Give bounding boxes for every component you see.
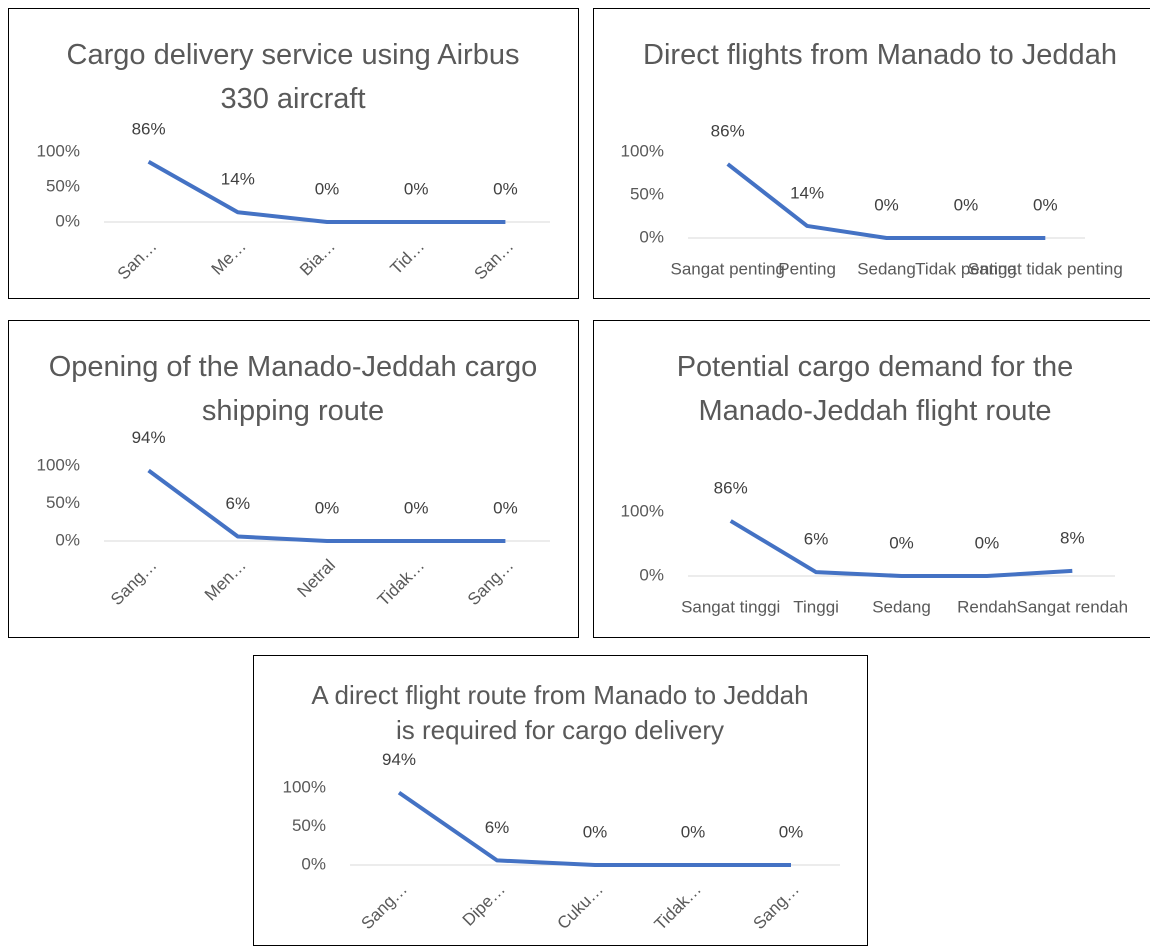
line (729, 519, 1073, 578)
chart-title: A direct flight route from Manado to Jed… (311, 680, 809, 745)
x-tick-label: Sangat rendah (1017, 597, 1129, 616)
data-label: 86% (711, 122, 745, 141)
y-tick-label: 0% (639, 565, 664, 584)
data-label: 6% (485, 818, 510, 837)
x-tick-label: Tinggi (793, 597, 839, 616)
y-tick-label: 100% (37, 141, 80, 160)
data-label: 14% (790, 183, 824, 202)
data-label: 86% (132, 119, 166, 138)
x-tick-label: Sangat penting (671, 259, 785, 278)
data-label: 14% (221, 170, 255, 189)
chart-title: Potential cargo demand for the Manado-Je… (676, 351, 1074, 427)
data-label: 0% (874, 195, 899, 214)
y-tick-label: 0% (55, 530, 80, 549)
x-tick-label: Sangat tidak penting (968, 259, 1123, 278)
y-tick-label: 100% (283, 777, 326, 796)
data-label: 94% (382, 750, 416, 769)
data-label: 94% (132, 428, 166, 447)
chart-title: Cargo delivery service using Airbus 330 … (66, 39, 520, 115)
x-tick-label: San… (471, 237, 518, 284)
x-tick-label: Rendah (957, 597, 1017, 616)
x-tick-label: Me… (208, 237, 250, 279)
y-tick-label: 0% (301, 854, 326, 873)
data-label: 6% (226, 494, 251, 513)
x-tick-label: Tid… (386, 237, 428, 279)
data-label: 0% (954, 195, 979, 214)
chart-title: Opening of the Manado-Jeddah cargo shipp… (48, 351, 538, 427)
data-label: 0% (975, 533, 1000, 552)
data-label: 8% (1060, 528, 1085, 547)
x-tick-label: Dipe… (459, 880, 509, 930)
line (397, 790, 791, 867)
x-tick-label: Sedang (857, 259, 916, 278)
chart-border (8, 8, 579, 299)
chart-title: Direct flights from Manado to Jeddah (643, 39, 1117, 71)
data-label: 0% (315, 179, 340, 198)
x-tick-label: Sedang (872, 597, 931, 616)
x-tick-label: Sangat tinggi (681, 597, 780, 616)
x-tick-label: Bia… (296, 237, 339, 280)
line (147, 160, 506, 224)
y-tick-label: 0% (55, 211, 80, 230)
x-tick-label: Cuku… (553, 880, 607, 934)
y-tick-label: 0% (639, 227, 664, 246)
x-tick-label: Sang… (107, 556, 161, 610)
data-label: 86% (714, 478, 748, 497)
x-tick-label: Sang… (464, 556, 518, 610)
line (726, 162, 1046, 240)
y-tick-label: 100% (621, 501, 664, 520)
data-label: 6% (804, 530, 829, 549)
data-label: 0% (779, 822, 804, 841)
data-label: 0% (493, 498, 518, 517)
chart-border (593, 320, 1150, 638)
data-label: 0% (404, 498, 429, 517)
y-tick-label: 50% (46, 493, 80, 512)
chart-border (593, 8, 1150, 299)
x-tick-label: Tidak… (651, 880, 705, 934)
data-label: 0% (681, 822, 706, 841)
x-tick-label: Men… (201, 556, 250, 605)
x-tick-label: San… (114, 237, 161, 284)
chart-border (8, 320, 579, 638)
data-label: 0% (493, 179, 518, 198)
x-tick-label: Penting (778, 259, 836, 278)
x-tick-label: Netral (293, 556, 339, 602)
y-tick-label: 100% (37, 455, 80, 474)
data-label: 0% (404, 179, 429, 198)
chart-border (253, 655, 868, 946)
x-tick-label: Sang… (357, 880, 411, 934)
line (147, 468, 506, 543)
x-tick-label: Tidak… (374, 556, 428, 610)
x-tick-label: Sang… (749, 880, 803, 934)
y-tick-label: 50% (630, 184, 664, 203)
x-tick-label: Tidak penting (915, 259, 1016, 278)
data-label: 0% (583, 822, 608, 841)
data-label: 0% (1033, 195, 1058, 214)
data-label: 0% (889, 533, 914, 552)
y-tick-label: 50% (46, 176, 80, 195)
y-tick-label: 50% (292, 816, 326, 835)
y-tick-label: 100% (621, 141, 664, 160)
data-label: 0% (315, 498, 340, 517)
